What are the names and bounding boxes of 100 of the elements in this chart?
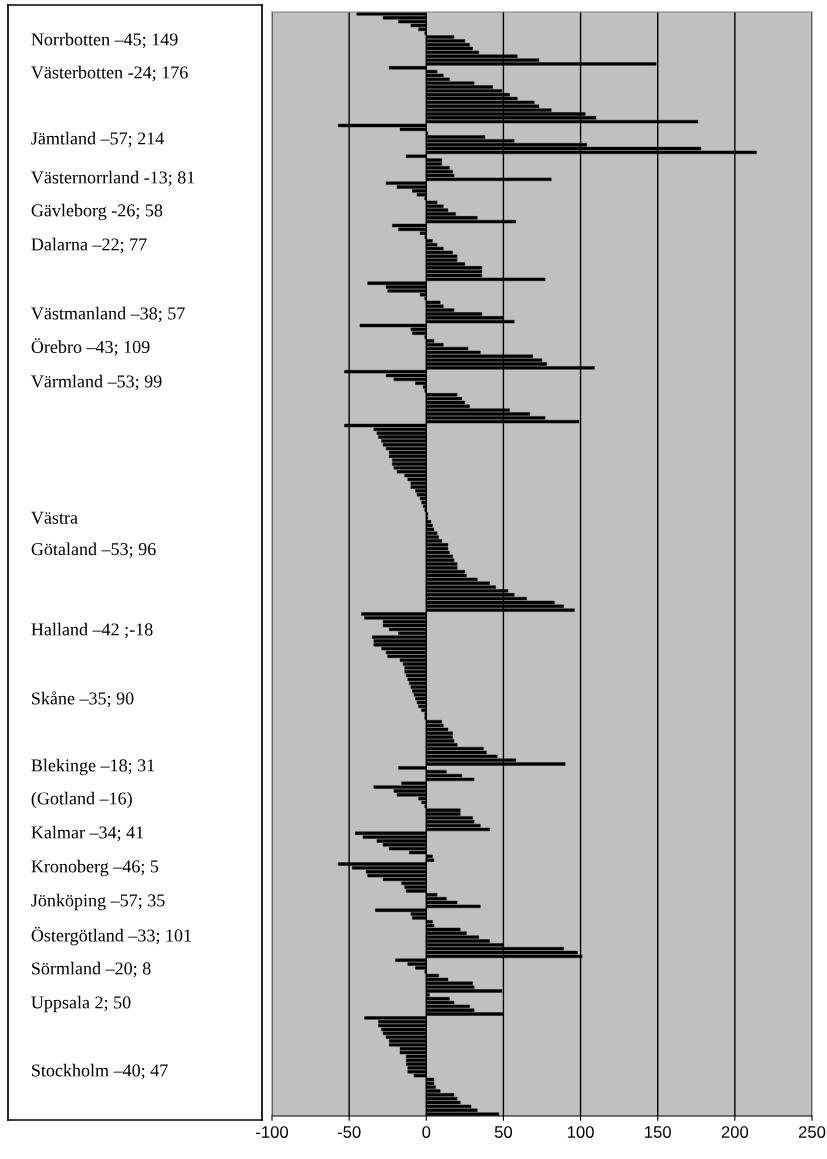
bar bbox=[426, 816, 473, 820]
bar bbox=[404, 666, 427, 670]
bar bbox=[413, 693, 427, 697]
bar bbox=[382, 1031, 427, 1035]
bar bbox=[389, 1039, 427, 1043]
bar bbox=[373, 639, 427, 643]
bar bbox=[426, 520, 432, 524]
bar bbox=[381, 1027, 427, 1032]
x-tick-label: -100 bbox=[256, 1126, 289, 1138]
bar bbox=[419, 496, 427, 501]
bar bbox=[387, 654, 427, 658]
bar bbox=[410, 481, 427, 485]
bar bbox=[396, 470, 427, 474]
text: Gävleborg -26; 58 bbox=[31, 203, 163, 221]
bar bbox=[426, 358, 543, 362]
bar bbox=[372, 635, 427, 639]
bar bbox=[426, 981, 473, 985]
x-tick-label: 150 bbox=[645, 1126, 671, 1138]
bar bbox=[393, 466, 427, 470]
text: Värmland –53; 99 bbox=[31, 374, 162, 391]
bar bbox=[407, 1066, 427, 1070]
bar bbox=[402, 662, 427, 666]
bar bbox=[373, 785, 427, 789]
x-tick-label: -50 bbox=[337, 1126, 361, 1138]
bar bbox=[426, 562, 458, 566]
bar bbox=[426, 523, 433, 528]
bar bbox=[426, 39, 466, 43]
bar bbox=[421, 800, 427, 805]
bar bbox=[392, 462, 427, 466]
bar bbox=[426, 731, 453, 735]
bar bbox=[412, 689, 427, 693]
bar bbox=[378, 1023, 427, 1028]
bar bbox=[373, 643, 427, 647]
bar bbox=[385, 1035, 427, 1039]
bar bbox=[392, 458, 427, 462]
bar bbox=[356, 12, 427, 16]
bar bbox=[389, 454, 427, 458]
bar bbox=[426, 739, 455, 743]
bar bbox=[422, 504, 427, 508]
text: Norrbotten –45; 149 bbox=[31, 32, 178, 49]
bar bbox=[421, 500, 427, 505]
text: Jämtland –57; 214 bbox=[31, 131, 164, 148]
bar bbox=[406, 1058, 427, 1062]
bar bbox=[389, 450, 427, 455]
bar bbox=[416, 700, 427, 705]
bar bbox=[426, 393, 458, 397]
bar bbox=[412, 331, 427, 335]
bar bbox=[426, 266, 483, 270]
bar bbox=[426, 554, 453, 558]
text: Västernorrland -13; 81 bbox=[31, 170, 195, 187]
x-tick-label: 0 bbox=[422, 1126, 431, 1138]
text: Stockholm –40; 47 bbox=[32, 1063, 168, 1080]
bar bbox=[367, 873, 427, 878]
bar bbox=[385, 650, 427, 655]
x-tick-label: 200 bbox=[721, 1126, 749, 1138]
text: Västra Götaland –53; 96 bbox=[31, 511, 156, 558]
bar bbox=[416, 193, 427, 197]
bar bbox=[426, 43, 470, 47]
bar bbox=[426, 808, 461, 812]
text: Örebro –43; 109 bbox=[31, 338, 150, 356]
bar bbox=[426, 169, 453, 174]
x-tick-label: 100 bbox=[567, 1126, 594, 1138]
bar bbox=[389, 1043, 427, 1047]
bar bbox=[426, 735, 453, 739]
text: Halland –42 ;-18 bbox=[31, 622, 153, 639]
bar bbox=[426, 550, 450, 555]
bar bbox=[381, 439, 427, 443]
text: Östergötland –33; 101 bbox=[31, 926, 191, 946]
bar bbox=[410, 485, 427, 489]
bar bbox=[404, 885, 427, 889]
bar bbox=[396, 793, 427, 797]
text: Uppsala 2; 50 bbox=[31, 995, 131, 1013]
bar bbox=[426, 720, 442, 724]
text: Skåne –35; 90 bbox=[32, 691, 134, 708]
text: (Gotland –16) bbox=[31, 791, 132, 809]
bar bbox=[410, 685, 427, 689]
bar bbox=[382, 623, 427, 628]
bar bbox=[421, 708, 427, 712]
bar bbox=[426, 270, 483, 274]
bar bbox=[426, 543, 449, 547]
bar bbox=[364, 616, 427, 620]
bar bbox=[407, 1070, 427, 1074]
bar bbox=[407, 677, 427, 682]
bar bbox=[382, 443, 427, 447]
bar bbox=[426, 396, 462, 401]
bar bbox=[426, 535, 439, 539]
text: Blekinge –18; 31 bbox=[31, 758, 155, 776]
x-tick-label: 250 bbox=[798, 1126, 826, 1138]
text: Dalarna –22; 77 bbox=[31, 237, 147, 254]
bar bbox=[406, 673, 427, 678]
bar bbox=[404, 670, 427, 674]
bar bbox=[426, 166, 450, 170]
bar bbox=[387, 289, 427, 293]
bar bbox=[426, 727, 449, 732]
bar bbox=[426, 746, 484, 751]
bar bbox=[426, 1093, 455, 1097]
bar bbox=[426, 558, 455, 562]
bar bbox=[426, 400, 466, 405]
bar bbox=[426, 546, 449, 551]
bar bbox=[426, 527, 435, 532]
